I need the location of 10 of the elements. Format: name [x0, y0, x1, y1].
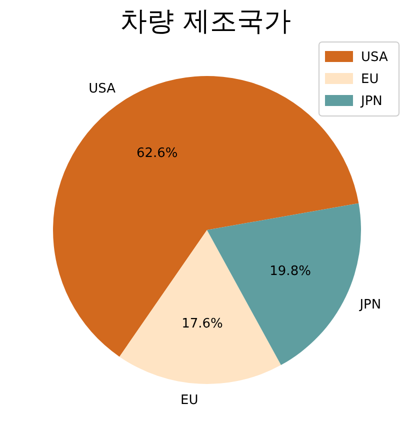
data-label: 19.8% — [270, 264, 311, 279]
slice-label: USA — [88, 81, 116, 96]
legend-label: USA — [361, 50, 388, 65]
slice-label: JPN — [358, 297, 382, 312]
legend-label: EU — [361, 72, 379, 87]
legend-label: JPN — [360, 94, 382, 109]
chart-title: 차량 제조국가 — [120, 6, 291, 37]
slice-label: EU — [180, 393, 198, 408]
data-label: 62.6% — [136, 146, 178, 162]
data-label: 17.6% — [182, 316, 223, 332]
